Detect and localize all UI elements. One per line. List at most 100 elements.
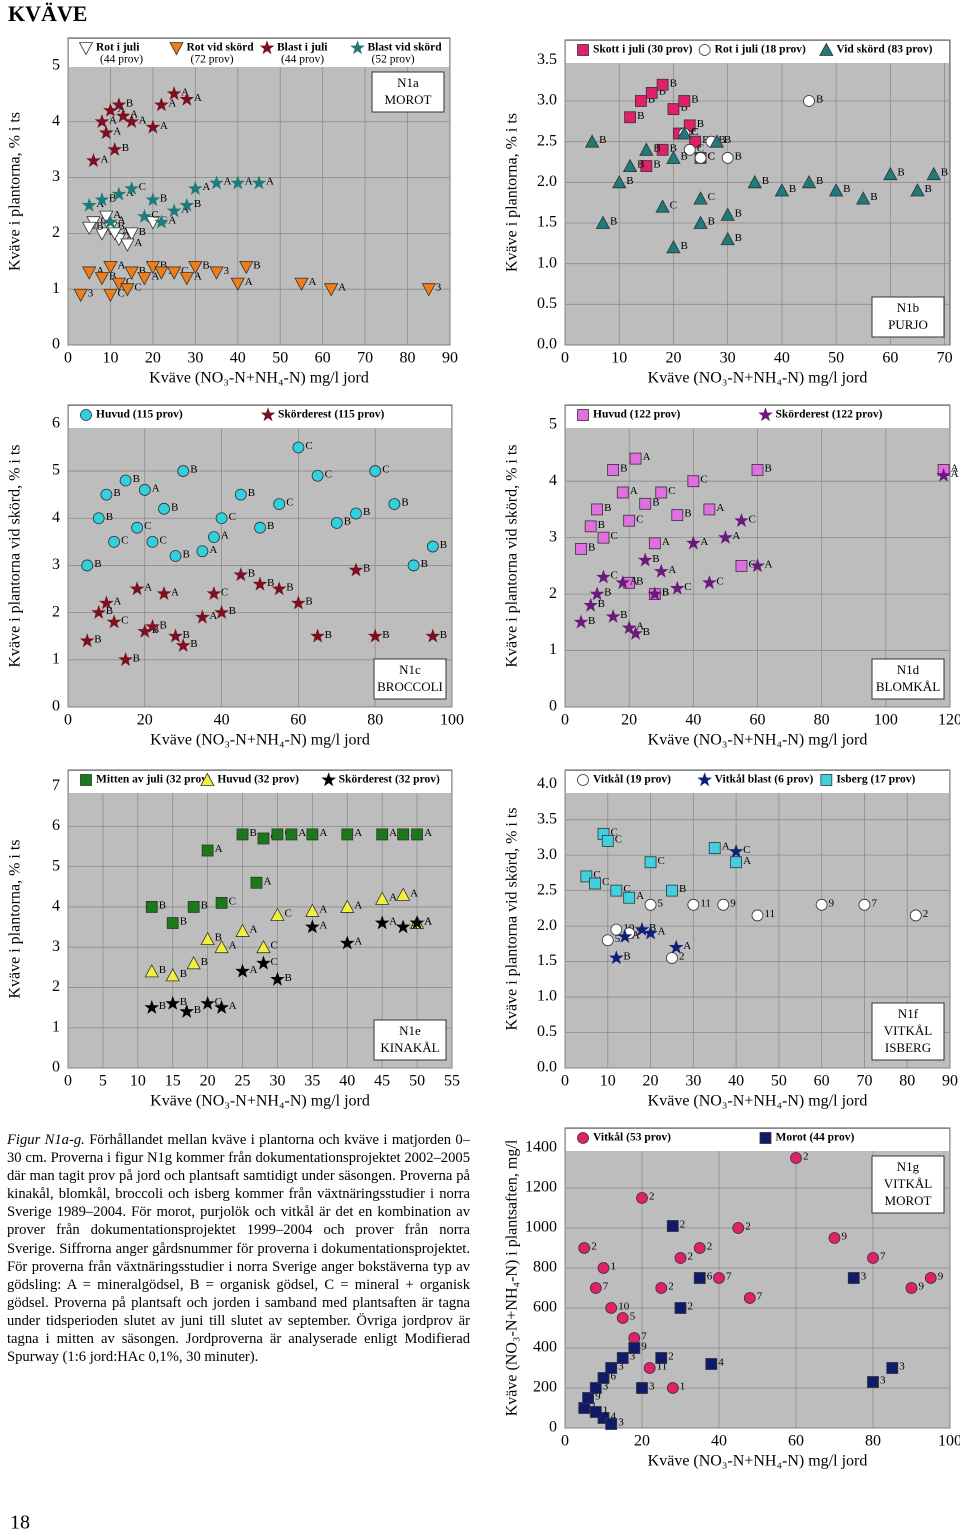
panel-label: N1d	[897, 662, 920, 677]
point-label: A	[354, 936, 362, 948]
point	[188, 180, 203, 196]
x-tick-label: 60	[315, 350, 331, 367]
x-tick-label: 20	[634, 1433, 650, 1450]
point-label: A	[630, 575, 638, 587]
point	[254, 521, 266, 534]
point-label: A	[658, 926, 666, 938]
point	[200, 995, 215, 1010]
point-label: 11	[657, 1361, 668, 1373]
point-label: A	[151, 271, 159, 283]
point	[628, 1342, 641, 1354]
x-tick-label: 0	[64, 350, 72, 367]
point	[621, 620, 637, 635]
point-label: C	[134, 282, 141, 294]
point	[98, 125, 114, 140]
point-label: A	[630, 485, 638, 497]
x-tick-label: 60	[882, 350, 898, 367]
point-label: B	[735, 150, 742, 162]
point-label: A	[732, 530, 740, 542]
point	[683, 143, 696, 156]
point	[605, 1418, 618, 1430]
point-label: B	[816, 94, 823, 106]
point-label: B	[679, 883, 686, 895]
legend-label: Rot i juli (18 prov)	[715, 44, 806, 56]
legend-marker	[169, 42, 184, 56]
point-label: B	[718, 134, 725, 146]
point-label: B	[637, 110, 644, 122]
x-tick-label: 40	[774, 350, 790, 367]
point-label: C	[284, 908, 291, 920]
legend-marker	[80, 774, 92, 786]
point	[166, 86, 182, 101]
point-label: 9	[730, 897, 736, 909]
point-label: B	[180, 916, 187, 928]
point	[209, 175, 224, 190]
point-label: C	[286, 497, 293, 509]
x-tick-label: 90	[442, 350, 458, 367]
point	[584, 520, 597, 533]
x-tick-label: 0	[561, 1433, 569, 1450]
legend-sub: (44 prov)	[100, 54, 143, 66]
y-tick-label: 1400	[525, 1139, 557, 1156]
point-label: A	[109, 114, 117, 126]
point	[166, 266, 182, 280]
point-label: 9	[842, 1231, 848, 1243]
point	[718, 529, 733, 544]
point-label: 2	[923, 908, 929, 920]
point-label: B	[267, 577, 274, 589]
point-label: C	[708, 191, 715, 203]
x-tick-label: 20	[200, 1073, 216, 1090]
point	[583, 597, 598, 612]
panel-label: N1c	[399, 662, 421, 677]
point-label: A	[319, 827, 327, 839]
legend-label: Rot vid skörd	[187, 42, 255, 54]
point-label: A	[221, 530, 229, 542]
point	[926, 166, 941, 181]
point-label: B	[652, 553, 659, 565]
y-axis-label: Kväve i plantorna, % i ts	[504, 113, 521, 272]
point-label: B	[159, 964, 166, 976]
point-label: B	[253, 259, 260, 271]
point	[165, 968, 180, 982]
point-label: B	[643, 626, 650, 638]
point-label: B	[363, 563, 370, 575]
point	[601, 934, 614, 947]
x-tick-label: 100	[874, 712, 898, 729]
y-tick-label: 1	[52, 280, 60, 297]
point	[158, 502, 170, 515]
point	[271, 581, 287, 596]
legend-label: Vitkål (19 prov)	[593, 774, 671, 786]
point	[239, 260, 254, 275]
point-label: A	[636, 621, 644, 633]
x-tick-label: 10	[611, 350, 627, 367]
point	[206, 586, 222, 600]
y-axis-label: Kväve i plantorna vid skörd, % i ts	[504, 444, 521, 667]
point	[235, 963, 250, 978]
point	[146, 535, 159, 548]
point-label: B	[94, 633, 101, 645]
point	[270, 907, 285, 921]
point	[883, 166, 898, 181]
point-label: C	[611, 826, 618, 838]
x-axis-label: Kväve (NO₃-N+NH₄-N) mg/l jord	[150, 732, 370, 749]
x-tick-label: 40	[728, 1073, 744, 1090]
point	[94, 113, 110, 129]
point-label: A	[319, 920, 327, 932]
point	[256, 955, 271, 970]
point	[703, 503, 716, 516]
point	[376, 828, 389, 841]
point	[597, 531, 610, 544]
point	[828, 1232, 841, 1244]
point	[655, 1282, 668, 1294]
point-label: B	[652, 496, 659, 508]
point-label: B	[941, 167, 948, 179]
point-label: 5	[658, 897, 664, 909]
point	[230, 277, 245, 291]
point	[154, 97, 169, 112]
point-label: C	[691, 126, 698, 138]
point-label: 3	[630, 1351, 636, 1363]
legend-label: Huvud (32 prov)	[217, 774, 299, 786]
y-tick-label: 1	[52, 1018, 60, 1035]
point	[936, 467, 951, 482]
point	[597, 1412, 610, 1424]
